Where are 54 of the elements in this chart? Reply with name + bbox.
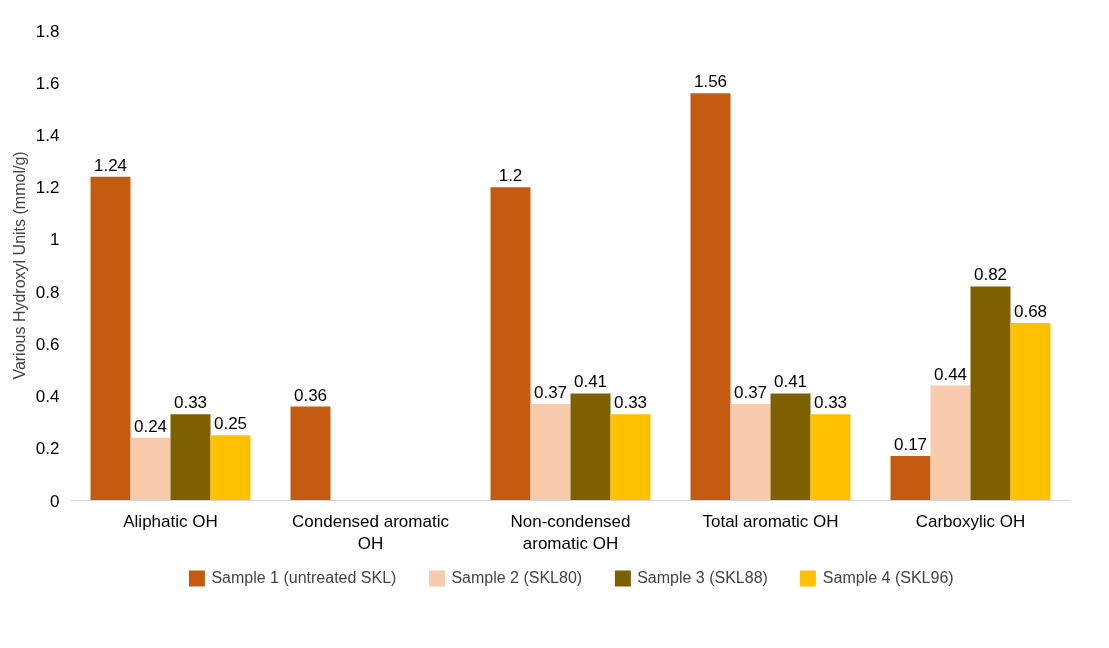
bar	[1010, 322, 1051, 501]
legend-label: Sample 1 (untreated SKL)	[211, 569, 397, 587]
bar	[610, 414, 651, 501]
y-tick-label: 0.6	[35, 334, 60, 354]
data-label: 0.33	[173, 393, 208, 413]
data-label: 0.33	[613, 393, 648, 413]
legend-label: Sample 3 (SKL88)	[637, 569, 768, 587]
data-label: 0.24	[133, 416, 168, 436]
y-tick-label: 0.4	[35, 387, 60, 407]
bar	[210, 435, 251, 501]
data-label: 0.82	[973, 265, 1008, 285]
data-label: 0.37	[533, 382, 568, 402]
x-tick-label: Carboxylic OH	[915, 511, 1026, 531]
x-tick-label: Aliphatic OH	[123, 511, 218, 531]
data-label: 0.68	[1013, 301, 1048, 321]
data-label: 0.17	[893, 435, 928, 455]
y-tick-label: 0	[50, 491, 60, 511]
y-axis-title: Various Hydroxyl Units (mmol/g)	[10, 151, 28, 380]
data-label: 0.25	[213, 414, 248, 434]
bar	[770, 393, 811, 501]
bar	[970, 286, 1011, 501]
y-tick-label: 1.8	[35, 21, 60, 41]
legend-label: Sample 2 (SKL80)	[451, 569, 583, 587]
data-label: 0.33	[813, 393, 848, 413]
bar	[290, 406, 331, 501]
y-tick-label: 1.2	[35, 178, 60, 198]
bar	[690, 93, 731, 501]
x-tick-label: Total aromatic OH	[702, 511, 839, 531]
bar	[890, 456, 931, 501]
y-tick-label: 0.2	[35, 439, 60, 459]
y-tick-label: 1.6	[35, 73, 60, 93]
legend-label: Sample 4 (SKL96)	[822, 569, 954, 587]
data-label: 0.36	[293, 385, 328, 405]
bar	[130, 437, 171, 501]
bar	[170, 414, 211, 501]
data-label: 1.24	[93, 155, 128, 175]
data-label: 0.44	[933, 364, 968, 384]
bar	[810, 414, 851, 501]
y-tick-label: 1.4	[35, 125, 60, 145]
bar	[730, 403, 771, 501]
bar	[570, 393, 611, 501]
data-label: 1.2	[498, 166, 523, 186]
data-label: 1.56	[693, 72, 728, 92]
data-label: 0.37	[733, 382, 768, 402]
data-label: 0.41	[573, 372, 608, 392]
y-tick-label: 0.8	[35, 282, 60, 302]
bar	[530, 403, 571, 501]
bar	[490, 187, 531, 501]
data-label: 0.41	[773, 372, 808, 392]
x-tick-label: Non-condensed aromatic OH	[510, 511, 631, 554]
y-tick-label: 1	[50, 230, 60, 250]
bar	[930, 385, 971, 501]
x-tick-label: Condensed aromatic OH	[292, 511, 450, 554]
bar	[90, 176, 131, 501]
